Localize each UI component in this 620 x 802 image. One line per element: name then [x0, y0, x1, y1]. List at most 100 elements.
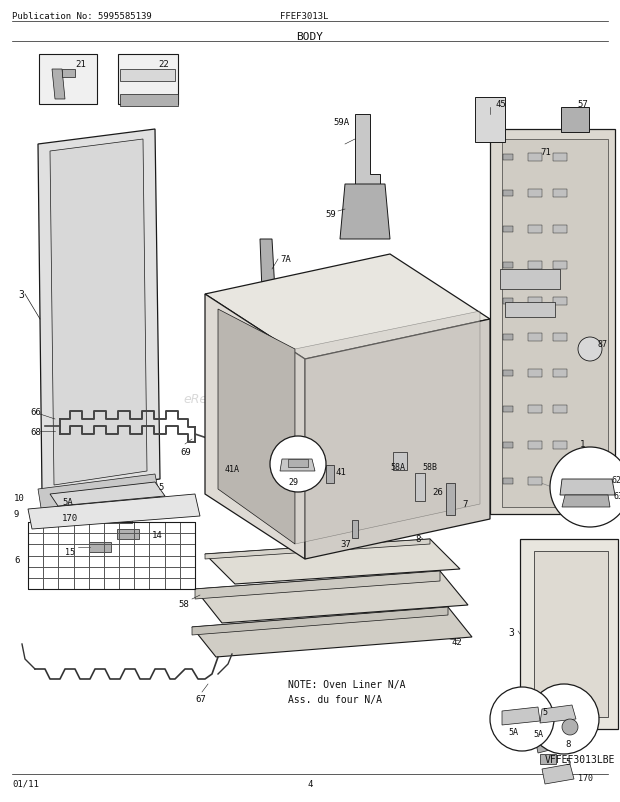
- Polygon shape: [62, 70, 75, 78]
- Text: 01/11: 01/11: [12, 779, 39, 788]
- Polygon shape: [120, 95, 178, 107]
- Bar: [28, 522, 195, 589]
- Polygon shape: [340, 184, 390, 240]
- Text: FFEF3013L: FFEF3013L: [280, 12, 329, 21]
- Polygon shape: [540, 705, 576, 723]
- Circle shape: [490, 687, 554, 751]
- Text: 3: 3: [18, 290, 24, 300]
- Text: 3: 3: [508, 627, 514, 638]
- Polygon shape: [560, 480, 615, 496]
- Text: 5: 5: [565, 757, 570, 766]
- Polygon shape: [280, 460, 315, 472]
- Bar: [540, 754, 556, 764]
- Circle shape: [550, 448, 620, 528]
- Bar: [528, 154, 542, 162]
- Text: 10: 10: [14, 493, 25, 502]
- Text: 1: 1: [580, 439, 585, 448]
- Text: 71: 71: [540, 148, 551, 157]
- Bar: [553, 334, 567, 342]
- Text: 6: 6: [14, 555, 19, 565]
- Text: 29: 29: [288, 477, 298, 486]
- Polygon shape: [260, 240, 278, 345]
- Bar: [503, 334, 513, 341]
- Polygon shape: [490, 130, 615, 514]
- Text: VFFEF3013LBE: VFFEF3013LBE: [545, 754, 616, 764]
- Bar: [503, 371, 513, 376]
- Bar: [528, 298, 542, 306]
- Bar: [326, 465, 334, 484]
- Text: 45: 45: [495, 100, 506, 109]
- Text: 66: 66: [30, 407, 41, 416]
- Polygon shape: [520, 539, 618, 729]
- Polygon shape: [205, 539, 460, 585]
- Bar: [553, 190, 567, 198]
- Text: 5A: 5A: [508, 727, 518, 736]
- Polygon shape: [305, 320, 490, 559]
- Bar: [446, 484, 454, 516]
- Polygon shape: [562, 496, 610, 508]
- Polygon shape: [85, 494, 120, 509]
- Bar: [528, 225, 542, 233]
- Bar: [475, 97, 505, 142]
- Circle shape: [562, 719, 578, 735]
- Text: 58B: 58B: [422, 463, 437, 472]
- Bar: [288, 460, 308, 468]
- Bar: [553, 154, 567, 162]
- Bar: [553, 370, 567, 378]
- Text: 170: 170: [578, 773, 593, 782]
- Text: 7A: 7A: [280, 255, 291, 264]
- Text: 41: 41: [335, 468, 346, 476]
- Bar: [503, 443, 513, 448]
- Text: 37: 37: [340, 539, 351, 549]
- Polygon shape: [38, 475, 160, 514]
- Bar: [561, 107, 589, 132]
- Text: 67: 67: [195, 695, 206, 703]
- Bar: [118, 55, 178, 105]
- Bar: [553, 477, 567, 485]
- Polygon shape: [38, 130, 160, 494]
- Text: 42: 42: [452, 638, 463, 646]
- Text: 14: 14: [152, 530, 162, 539]
- Polygon shape: [218, 310, 295, 545]
- Polygon shape: [355, 115, 380, 184]
- Text: 5: 5: [542, 707, 547, 716]
- Bar: [528, 190, 542, 198]
- Text: 9: 9: [14, 509, 19, 518]
- Circle shape: [578, 338, 602, 362]
- Text: 5A: 5A: [62, 497, 73, 506]
- Bar: [528, 406, 542, 414]
- Bar: [553, 261, 567, 269]
- Polygon shape: [192, 607, 448, 635]
- Polygon shape: [195, 571, 468, 623]
- Text: 63: 63: [614, 492, 620, 500]
- Text: 59A: 59A: [333, 118, 349, 127]
- Bar: [503, 155, 513, 160]
- Bar: [528, 370, 542, 378]
- Bar: [352, 520, 358, 538]
- Polygon shape: [28, 494, 200, 529]
- Text: 15: 15: [65, 547, 75, 557]
- Text: 5A: 5A: [533, 729, 543, 738]
- Polygon shape: [502, 707, 540, 725]
- Bar: [117, 529, 139, 539]
- Bar: [503, 298, 513, 305]
- Text: 8: 8: [415, 534, 420, 543]
- Polygon shape: [534, 551, 608, 717]
- Text: 41A: 41A: [225, 464, 240, 473]
- Text: 22: 22: [158, 60, 169, 69]
- Polygon shape: [50, 140, 147, 485]
- Text: 87: 87: [597, 339, 607, 349]
- Bar: [528, 334, 542, 342]
- Bar: [503, 479, 513, 484]
- Text: 68: 68: [30, 427, 41, 436]
- Polygon shape: [535, 734, 562, 753]
- Bar: [553, 406, 567, 414]
- Bar: [503, 407, 513, 412]
- Bar: [500, 269, 560, 290]
- Bar: [505, 302, 555, 317]
- Text: eReplacementParts.com: eReplacementParts.com: [184, 393, 336, 406]
- Bar: [553, 298, 567, 306]
- Text: Ass. du four N/A: Ass. du four N/A: [288, 695, 382, 704]
- Text: NOTE: Oven Liner N/A: NOTE: Oven Liner N/A: [288, 679, 405, 689]
- Text: 170: 170: [62, 513, 78, 522]
